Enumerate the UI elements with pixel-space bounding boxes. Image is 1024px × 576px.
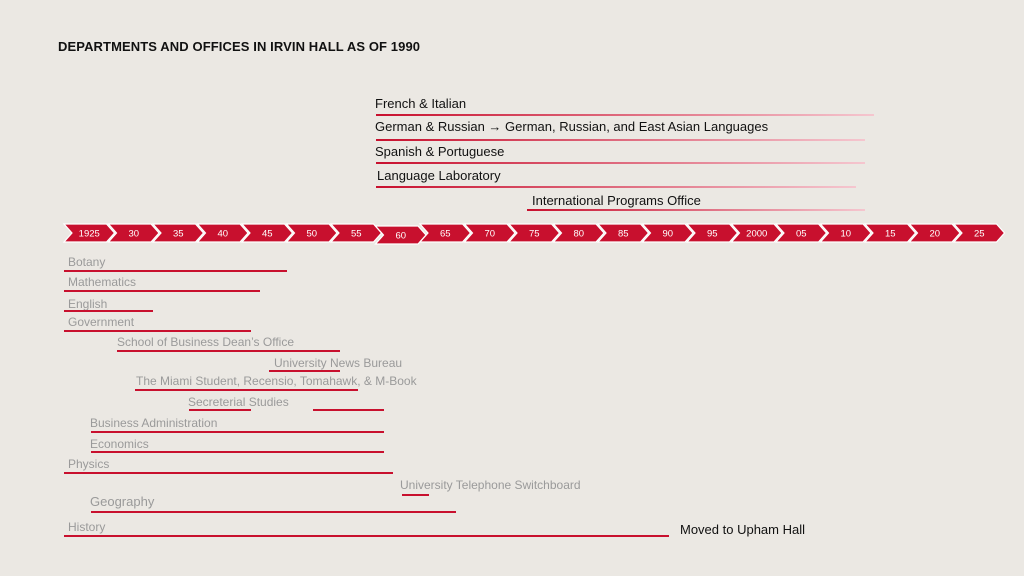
department-bar (64, 270, 287, 272)
department-label: The Miami Student, Recensio, Tomahawk, &… (136, 374, 417, 388)
timeline-arrow-segment (240, 223, 294, 243)
timeline-arrow-segment (552, 223, 605, 243)
timeline-tick-label: 85 (618, 229, 629, 240)
department-bar (188, 409, 251, 411)
timeline-tick-label: 40 (217, 229, 228, 240)
timeline-arrow-segment (107, 223, 160, 243)
department-label: French & Italian (375, 96, 467, 111)
department-label: International Programs Office (532, 193, 701, 208)
timeline-arrow-segment (685, 223, 739, 243)
department-label: Botany (68, 255, 106, 269)
timeline-tick-label: 1925 (79, 229, 100, 240)
timeline-tick-label: 05 (796, 229, 807, 240)
timeline-tick-label: 15 (885, 229, 896, 240)
timeline-arrow-segment (418, 223, 472, 243)
department-bar (64, 330, 251, 332)
department-bar (402, 494, 429, 496)
timeline-arrow-segment (774, 223, 828, 243)
timeline-arrow-segment (463, 223, 516, 243)
timeline-tick-label: 95 (707, 229, 718, 240)
timeline-tick-label: 60 (395, 231, 406, 242)
department-label: German & Russian → German, Russian, and … (375, 119, 769, 134)
department-bar (64, 535, 670, 537)
department-label: Mathematics (68, 275, 137, 289)
department-bar (526, 209, 865, 211)
timeline-arrow-segment (908, 223, 961, 243)
timeline-arrow-segment (507, 223, 561, 243)
department-bar (375, 186, 857, 188)
department-bar (375, 162, 865, 164)
department-label: Language Laboratory (377, 168, 501, 183)
department-bar (268, 370, 340, 372)
department-label: University Telephone Switchboard (400, 478, 581, 492)
timeline-tick-label: 50 (306, 229, 317, 240)
timeline-tick-label: 35 (173, 229, 184, 240)
timeline-tick-label: 55 (351, 229, 362, 240)
department-bar (64, 310, 153, 312)
timeline-tick-label: 45 (262, 229, 273, 240)
page-title: DEPARTMENTS AND OFFICES IN IRVIN HALL AS… (58, 39, 421, 54)
timeline-arrow-segment (62, 223, 116, 243)
timeline-arrow-segment (329, 223, 383, 243)
history-note: Moved to Upham Hall (680, 522, 805, 537)
department-label: Government (68, 315, 135, 329)
timeline-tick-label: 20 (929, 229, 940, 240)
timeline-arrow-segment (863, 223, 917, 243)
timeline-tick-label: 80 (573, 229, 584, 240)
timeline-tick-label: 25 (974, 229, 985, 240)
department-label: History (68, 520, 106, 534)
department-label: Spanish & Portuguese (375, 144, 505, 159)
department-label: University News Bureau (274, 356, 403, 370)
department-label: Economics (90, 437, 149, 451)
department-bar (90, 451, 385, 453)
timeline-tick-label: 70 (484, 229, 495, 240)
department-bar (64, 472, 394, 474)
department-label: Geography (90, 494, 155, 509)
timeline-tick-label: 2000 (746, 229, 767, 240)
department-bar (90, 431, 385, 433)
department-label: School of Business Dean’s Office (117, 335, 294, 349)
timeline-arrow-segment (196, 223, 249, 243)
timeline-tick-label: 10 (840, 229, 851, 240)
department-bar (375, 139, 865, 141)
timeline-tick-label: 75 (529, 229, 540, 240)
department-bar (375, 114, 874, 116)
department-bar (135, 389, 358, 391)
timeline-arrow-segment (641, 223, 694, 243)
department-label: Physics (68, 457, 110, 471)
timeline-arrow-segment (952, 223, 1006, 243)
timeline-arrow-segment (285, 223, 338, 243)
department-bar (117, 350, 340, 352)
department-label: Secreterial Studies (188, 395, 289, 409)
timeline-arrow-segment (730, 223, 783, 243)
timeline-arrow-segment (151, 223, 205, 243)
timeline-arrow-segment (374, 225, 427, 245)
department-label: Business Administration (90, 416, 218, 430)
timeline-tick-label: 30 (128, 229, 139, 240)
timeline-arrow-segment (819, 223, 872, 243)
timeline-arrow-segment (596, 223, 650, 243)
department-label: English (68, 297, 108, 311)
department-bar (90, 511, 456, 513)
timeline-tick-label: 90 (662, 229, 673, 240)
department-bar (313, 409, 385, 411)
department-bar (64, 290, 260, 292)
timeline-tick-label: 65 (440, 229, 451, 240)
